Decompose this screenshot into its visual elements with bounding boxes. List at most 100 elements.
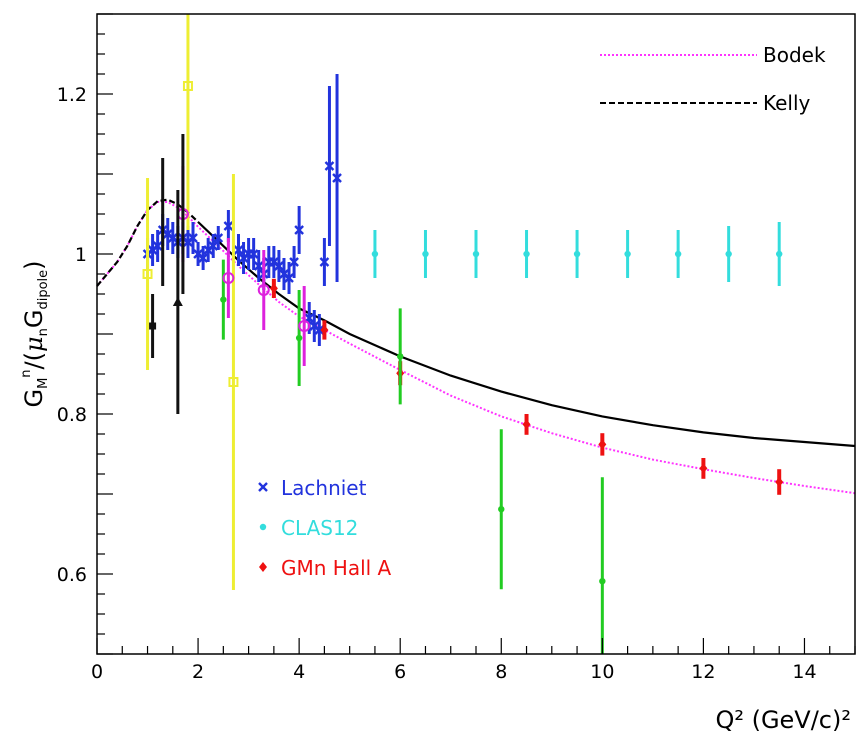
marker-gmn-hall-a	[522, 419, 531, 430]
marker-lachniet	[284, 273, 294, 283]
x-tick-label: 0	[91, 661, 103, 683]
marker-green	[220, 296, 227, 303]
x-tick-label: 6	[394, 661, 406, 683]
marker-lachniet	[188, 233, 198, 243]
y-tick-label: 1	[75, 244, 87, 266]
marker-magenta	[298, 320, 311, 332]
marker-stroke	[198, 253, 208, 263]
y-axis-ticks: 0.6 0.8 1 1.2	[57, 13, 113, 655]
legend-label-kelly: Kelly	[763, 91, 811, 115]
marker-stroke	[152, 241, 163, 251]
marker-green	[498, 506, 505, 513]
legend-label-bodek: Bodek	[763, 43, 826, 67]
marker-clas12	[573, 250, 581, 258]
marker-clas12	[624, 250, 631, 258]
marker-stroke	[193, 249, 203, 259]
marker-lachniet	[314, 325, 325, 335]
marker-green	[599, 578, 606, 585]
marker-stroke	[309, 321, 320, 331]
y-tick-label: 0.6	[57, 564, 87, 586]
marker-yellow	[182, 81, 193, 91]
legend-label-gmn-hall-a: GMn Hall A	[281, 556, 392, 580]
marker-lachniet	[253, 261, 264, 271]
marker-green	[397, 353, 404, 360]
series-legend: Lachniet CLAS12 GMn Hall A	[258, 476, 392, 580]
marker-stroke	[162, 229, 173, 239]
marker-stroke	[294, 225, 304, 235]
legend-label-clas12: CLAS12	[281, 516, 358, 540]
svg-text:GMn/(μnGdipole): GMn/(μnGdipole)	[19, 260, 51, 407]
data-points	[142, 14, 784, 654]
marker-black	[149, 322, 157, 330]
marker-stroke	[324, 161, 335, 171]
marker-stroke	[223, 221, 234, 231]
legend-marker-lachniet	[258, 482, 268, 492]
y-tick-label: 0.8	[57, 404, 87, 426]
x-axis-ticks: 0 2 4 6 8 10 12 14	[91, 638, 856, 683]
marker-gmn-hall-a	[269, 283, 278, 294]
marker-stroke	[167, 233, 178, 243]
marker-lachniet	[248, 249, 259, 259]
plot-frame	[96, 13, 856, 655]
marker-yellow	[142, 269, 153, 279]
marker-lachniet	[274, 261, 284, 271]
marker-stroke	[332, 173, 342, 183]
marker-clas12	[422, 250, 429, 258]
marker-lachniet	[289, 257, 299, 267]
marker-stroke	[258, 482, 268, 492]
marker-lachniet	[332, 173, 342, 183]
marker-black	[172, 297, 183, 306]
legend-marker-gmn-hall-a	[259, 562, 267, 572]
marker-yellow	[228, 377, 239, 387]
marker-clas12	[725, 250, 732, 258]
marker-clas12	[523, 250, 530, 258]
x-tick-label: 8	[495, 661, 507, 683]
marker-green	[295, 334, 303, 342]
marker-clas12	[472, 250, 480, 258]
marker-stroke	[233, 245, 244, 255]
marker-stroke	[248, 249, 259, 259]
marker-lachniet	[198, 253, 208, 263]
marker-lachniet	[294, 225, 304, 235]
x-tick-label: 10	[590, 661, 614, 683]
axes: 0 2 4 6 8 10 12 14 0.6 0.8 1 1.2	[57, 13, 856, 683]
marker-stroke	[319, 257, 330, 267]
x-tick-label: 14	[792, 661, 816, 683]
y-axis-title: GMn/(μnGdipole)	[19, 260, 51, 407]
marker-lachniet	[208, 241, 219, 251]
marker-gmn-hall-a	[320, 325, 329, 335]
marker-magenta	[257, 284, 270, 296]
marker-clas12	[776, 250, 783, 258]
marker-stroke	[213, 233, 224, 243]
marker-gmn-hall-a	[699, 463, 708, 474]
marker-stroke	[208, 241, 219, 251]
x-tick-label: 2	[192, 661, 204, 683]
legend-label-lachniet: Lachniet	[281, 476, 367, 500]
marker-gmn-hall-a	[598, 439, 607, 450]
marker-stroke	[269, 257, 279, 267]
marker-clas12	[674, 250, 682, 258]
curve-legend: Bodek Kelly	[600, 43, 826, 115]
marker-stroke	[284, 273, 294, 283]
marker-lachniet	[223, 221, 234, 231]
legend-marker-clas12	[259, 523, 267, 531]
curve-kelly	[197, 221, 856, 448]
marker-lachniet	[319, 257, 330, 267]
x-axis-title: Q² (GeV/c)²	[715, 706, 851, 734]
marker-stroke	[188, 233, 198, 243]
marker-lachniet	[152, 241, 163, 251]
marker-stroke	[289, 257, 299, 267]
marker-clas12	[371, 250, 379, 258]
marker-stroke	[314, 325, 325, 335]
x-tick-label: 12	[691, 661, 715, 683]
marker-stroke	[279, 269, 289, 279]
marker-lachniet	[213, 233, 224, 243]
marker-magenta	[222, 272, 235, 284]
marker-stroke	[274, 261, 284, 271]
marker-gmn-hall-a	[775, 477, 784, 487]
marker-lachniet	[233, 245, 244, 255]
y-tick-label: 1.2	[57, 84, 87, 106]
marker-stroke	[253, 261, 264, 271]
marker-lachniet	[324, 161, 335, 171]
